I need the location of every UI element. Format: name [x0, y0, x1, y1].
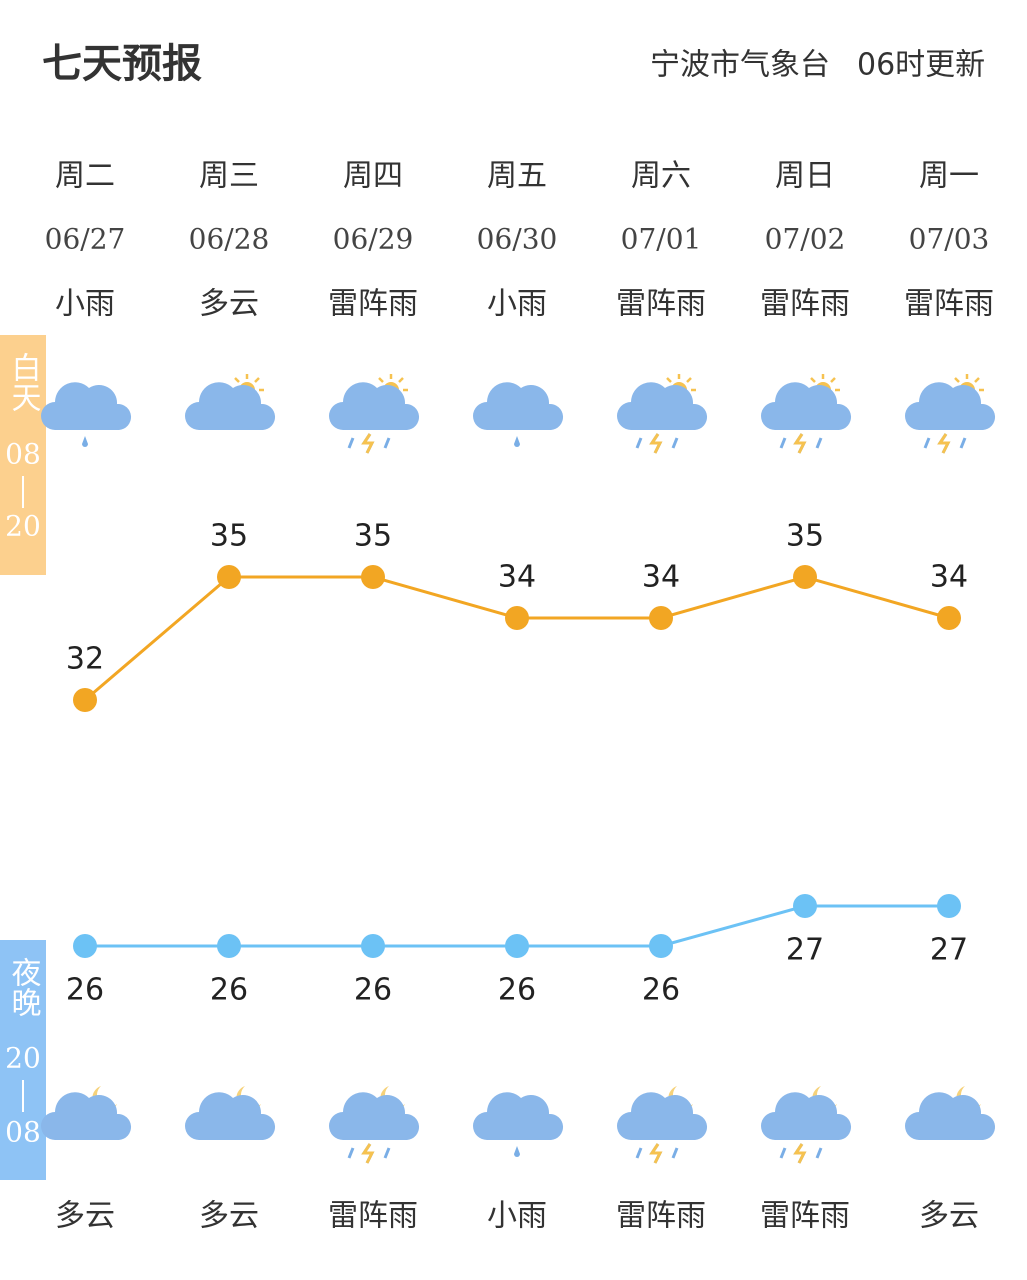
high-label: 35 [786, 519, 824, 554]
low-point [937, 894, 961, 918]
high-line [84, 575, 950, 702]
weekday: 周二 [55, 159, 115, 194]
low-point [73, 934, 97, 958]
low-label: 26 [498, 973, 536, 1008]
low-point [361, 934, 385, 958]
night-weather: 小雨 [487, 1199, 547, 1234]
high-label: 32 [66, 642, 104, 677]
low-label: 26 [66, 973, 104, 1008]
weekday: 周五 [487, 159, 547, 194]
weekday: 周日 [775, 159, 835, 194]
high-point [217, 565, 241, 589]
weekday: 周一 [919, 159, 979, 194]
night-hour: 08 [5, 1116, 41, 1149]
day-icons [41, 374, 995, 453]
night-hour: 20 [5, 1042, 41, 1075]
night-weather: 雷阵雨 [328, 1199, 418, 1234]
day-weather: 多云 [199, 287, 259, 322]
high-point [505, 606, 529, 630]
high-point [361, 565, 385, 589]
day-weather: 雷阵雨 [328, 287, 418, 322]
night-weather: 多云 [919, 1199, 979, 1234]
date: 06/29 [333, 223, 414, 256]
night-label-box [0, 940, 46, 1180]
high-label: 34 [642, 560, 680, 595]
day-weather: 小雨 [487, 287, 547, 322]
low-label: 26 [354, 973, 392, 1008]
high-point [649, 606, 673, 630]
low-point [217, 934, 241, 958]
night-weather: 多云 [199, 1199, 259, 1234]
weekday: 周三 [199, 159, 259, 194]
day-hour: 20 [5, 510, 41, 543]
low-label: 27 [930, 933, 968, 968]
date: 07/01 [621, 223, 702, 256]
date: 06/27 [45, 223, 126, 256]
low-label: 26 [210, 973, 248, 1008]
high-label: 34 [498, 560, 536, 595]
low-point [505, 934, 529, 958]
source: 宁波市气象台 [650, 48, 830, 83]
date: 06/28 [189, 223, 270, 256]
high-point [73, 688, 97, 712]
night-label: 夜晚 [6, 957, 42, 1017]
day-label-box [0, 335, 46, 575]
high-point [793, 565, 817, 589]
high-label: 35 [210, 519, 248, 554]
day-hour: 08 [5, 438, 41, 471]
low-label: 27 [786, 933, 824, 968]
date: 06/30 [477, 223, 558, 256]
day-weather: 小雨 [55, 287, 115, 322]
low-label: 26 [642, 973, 680, 1008]
low-point [793, 894, 817, 918]
high-label: 34 [930, 560, 968, 595]
title: 七天预报 [42, 41, 202, 87]
day-weather: 雷阵雨 [760, 287, 850, 322]
weekday: 周四 [343, 159, 403, 194]
night-icons [41, 1086, 995, 1163]
update-time: 06时更新 [857, 48, 985, 83]
day-weather: 雷阵雨 [616, 287, 706, 322]
date: 07/02 [765, 223, 846, 256]
day-label: 白天 [6, 352, 41, 412]
low-point [649, 934, 673, 958]
high-label: 35 [354, 519, 392, 554]
night-weather: 多云 [55, 1199, 115, 1234]
high-point [937, 606, 961, 630]
night-weather: 雷阵雨 [760, 1199, 850, 1234]
day-weather: 雷阵雨 [904, 287, 994, 322]
night-weather: 雷阵雨 [616, 1199, 706, 1234]
date: 07/03 [909, 223, 990, 256]
weekday: 周六 [631, 159, 691, 194]
